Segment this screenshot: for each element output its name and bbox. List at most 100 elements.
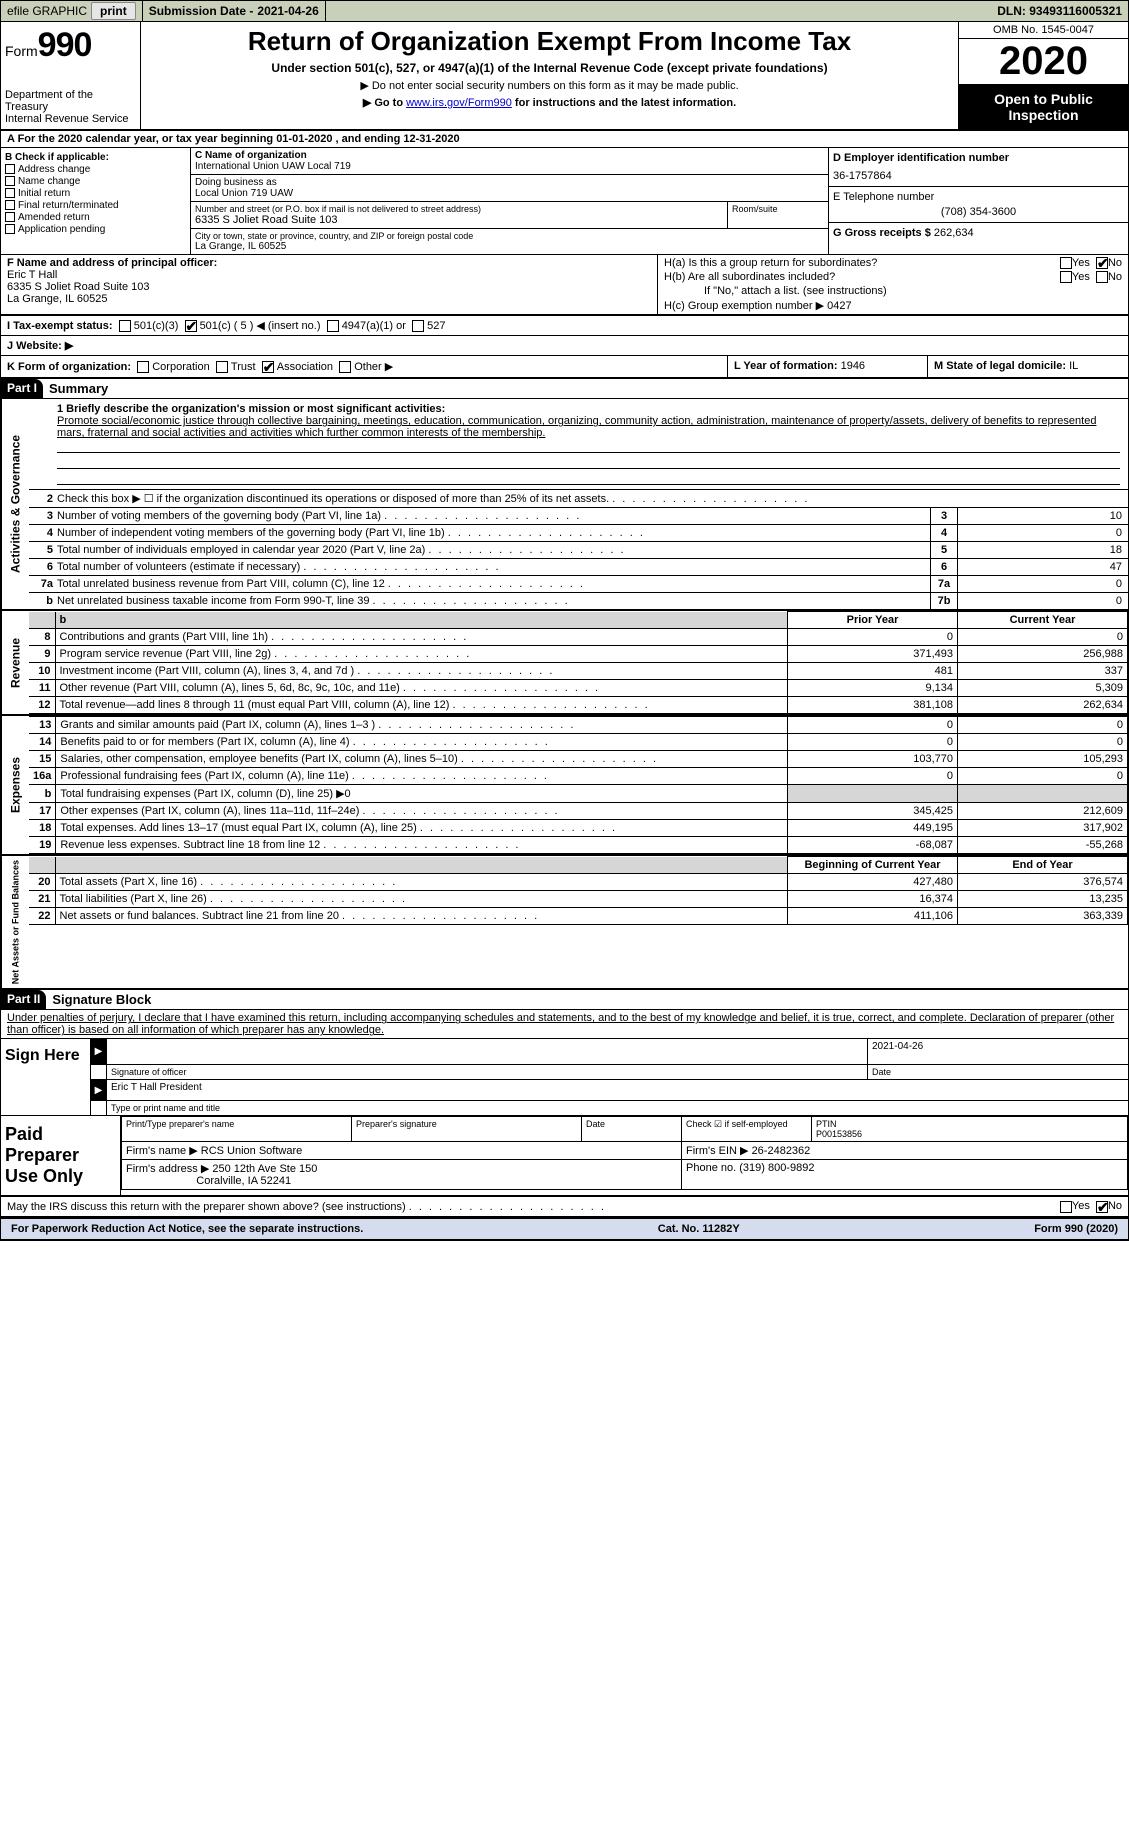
dln-label: DLN: [997, 4, 1026, 18]
lbl-501c3: 501(c)(3) [134, 320, 179, 332]
street-value: 6335 S Joliet Road Suite 103 [195, 214, 723, 226]
form-title: Return of Organization Exempt From Incom… [147, 26, 952, 57]
firm-name: RCS Union Software [201, 1145, 303, 1157]
cy-val: 13,235 [958, 891, 1128, 908]
irs-label: Internal Revenue Service [5, 113, 136, 125]
dba-label: Doing business as [195, 177, 824, 188]
chk-corp[interactable] [137, 361, 149, 373]
py-val: -68,087 [788, 837, 958, 854]
box-l: L Year of formation: 1946 [728, 356, 928, 377]
ptin-value: P00153856 [816, 1129, 1123, 1139]
org-name: International Union UAW Local 719 [195, 161, 824, 172]
netassets-table: Beginning of Current YearEnd of Year20To… [29, 856, 1128, 925]
chk-trust[interactable] [216, 361, 228, 373]
chk-501c3[interactable] [119, 320, 131, 332]
chk-4947[interactable] [327, 320, 339, 332]
street-row: Number and street (or P.O. box if mail i… [191, 202, 828, 229]
chk-final-return[interactable] [5, 200, 15, 210]
firm-ein-cell: Firm's EIN ▶ 26-2482362 [682, 1142, 1128, 1160]
h-b-yes[interactable] [1060, 271, 1072, 283]
print-button[interactable]: print [91, 2, 136, 20]
ptin-label: PTIN [816, 1119, 1123, 1129]
py-val: 345,425 [788, 803, 958, 820]
efile-text: efile GRAPHIC [7, 4, 87, 18]
gov-line-3: 3Number of voting members of the governi… [29, 507, 1128, 524]
sign-here-label: Sign Here [1, 1039, 91, 1115]
form-note2: ▶ Go to www.irs.gov/Form990 for instruct… [147, 96, 952, 109]
h-a-no[interactable] [1096, 257, 1108, 269]
firm-addr-cell: Firm's address ▶ 250 12th Ave Ste 150 Co… [122, 1160, 682, 1190]
sig-officer-label: Signature of officer [107, 1065, 868, 1079]
domicile-label: M State of legal domicile: [934, 360, 1066, 372]
gov-desc: 3Number of voting members of the governi… [29, 508, 930, 524]
ptin-cell: PTIN P00153856 [812, 1117, 1128, 1142]
fin-row-21: 21Total liabilities (Part X, line 26) 16… [29, 891, 1128, 908]
cy-val: 212,609 [958, 803, 1128, 820]
py-val: 481 [788, 663, 958, 680]
year-formation-label: L Year of formation: [734, 360, 838, 372]
fin-row-16a: 16aProfessional fundraising fees (Part I… [29, 768, 1128, 785]
form-footer: Form 990 (2020) [1034, 1223, 1118, 1235]
chk-501c[interactable] [185, 320, 197, 332]
discuss-yes[interactable] [1060, 1201, 1072, 1213]
omb-number: OMB No. 1545-0047 [959, 22, 1128, 39]
firm-name-label: Firm's name ▶ [126, 1145, 198, 1157]
principal-officer-label: F Name and address of principal officer: [7, 257, 217, 269]
discuss-row: May the IRS discuss this return with the… [1, 1197, 1128, 1216]
efile-label: efile GRAPHIC print [1, 1, 143, 21]
revenue-body: bPrior YearCurrent Year8Contributions an… [29, 611, 1128, 714]
chk-name-change[interactable] [5, 176, 15, 186]
h-c-label: H(c) Group exemption number ▶ [664, 299, 824, 312]
header-middle: Return of Organization Exempt From Incom… [141, 22, 958, 129]
gov-val: 0 [958, 525, 1128, 541]
cy-val: 0 [958, 734, 1128, 751]
prep-row-3: Firm's address ▶ 250 12th Ave Ste 150 Co… [122, 1160, 1128, 1190]
fin-row-17: 17Other expenses (Part IX, column (A), l… [29, 803, 1128, 820]
box-c: C Name of organization International Uni… [191, 148, 828, 254]
chk-other[interactable] [339, 361, 351, 373]
submission-date-cell: Submission Date - 2021-04-26 [143, 1, 326, 21]
entity-right: D Employer identification number 36-1757… [828, 148, 1128, 254]
box-b: B Check if applicable: Address change Na… [1, 148, 191, 254]
org-name-label: C Name of organization [195, 150, 824, 161]
chk-527[interactable] [412, 320, 424, 332]
firm-phone-cell: Phone no. (319) 800-9892 [682, 1160, 1128, 1190]
prep-print-name-lbl: Print/Type preparer's name [122, 1117, 352, 1142]
lbl-other: Other ▶ [354, 361, 393, 373]
h-b-no[interactable] [1096, 271, 1108, 283]
form-link[interactable]: www.irs.gov/Form990 [406, 97, 512, 109]
chk-amended[interactable] [5, 212, 15, 222]
chk-initial-return[interactable] [5, 188, 15, 198]
firm-ein: 26-2482362 [752, 1145, 811, 1157]
lbl-name-change: Name change [18, 176, 80, 187]
chk-app-pending[interactable] [5, 224, 15, 234]
gov-desc: 4Number of independent voting members of… [29, 525, 930, 541]
h-b-line: H(b) Are all subordinates included? Yes … [664, 271, 1122, 283]
gov-val: 18 [958, 542, 1128, 558]
gov-line-b: bNet unrelated business taxable income f… [29, 592, 1128, 609]
h-a-yes[interactable] [1060, 257, 1072, 269]
chk-address-change[interactable] [5, 164, 15, 174]
box-m: M State of legal domicile: IL [928, 356, 1128, 377]
chk-assoc[interactable] [262, 361, 274, 373]
firm-phone-label: Phone no. [686, 1162, 736, 1174]
discuss-no[interactable] [1096, 1201, 1108, 1213]
suite-cell: Room/suite [728, 202, 828, 228]
submission-date: 2021-04-26 [257, 4, 318, 18]
street-label: Number and street (or P.O. box if mail i… [195, 204, 723, 214]
sig-name-row: ▶ Eric T Hall President [91, 1079, 1128, 1101]
mission-blank-2 [57, 455, 1120, 469]
mission-text: Promote social/economic justice through … [57, 415, 1120, 439]
preparer-table: Print/Type preparer's name Preparer's si… [121, 1116, 1128, 1190]
part-ii-header: Part II Signature Block [1, 990, 1128, 1010]
cy-val [958, 785, 1128, 803]
lbl-assoc: Association [277, 361, 333, 373]
firm-phone: (319) 800-9892 [739, 1162, 814, 1174]
gov-line-6: 6Total number of volunteers (estimate if… [29, 558, 1128, 575]
city-cell: City or town, state or province, country… [191, 229, 828, 254]
mission-blank-3 [57, 471, 1120, 485]
ein-label: D Employer identification number [833, 152, 1124, 164]
note2-pre: ▶ Go to [363, 97, 406, 109]
cy-val: 337 [958, 663, 1128, 680]
header-right: OMB No. 1545-0047 2020 Open to Public In… [958, 22, 1128, 129]
